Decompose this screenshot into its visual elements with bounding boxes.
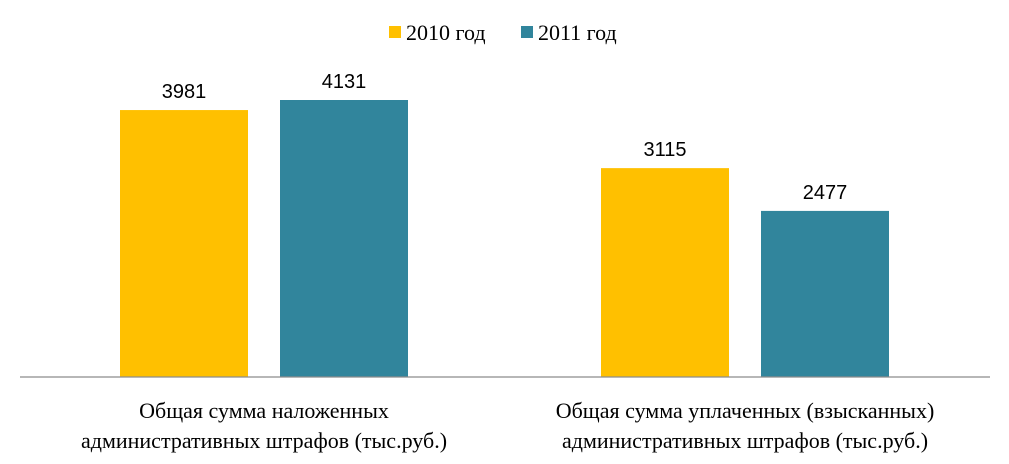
bar-2-2 [761,210,889,377]
legend-label: 2011 год [538,20,617,45]
category-labels: Общая сумма наложенных административных ш… [81,398,934,453]
legend-label: 2010 год [406,20,486,45]
data-label: 3981 [162,81,207,103]
category-label: Общая сумма наложенных [139,398,389,423]
data-label: 2477 [803,182,848,204]
legend-swatch [521,26,533,38]
data-label: 3115 [643,139,686,161]
category-label: административных штрафов (тыс.руб.) [562,428,928,453]
legend-swatch [389,26,401,38]
bar-2-1 [280,100,408,377]
bar-1-1 [120,110,248,377]
data-labels: 3981 3115 4131 2477 [162,71,848,204]
legend: 2010 год 2011 год [389,20,617,45]
data-label: 4131 [322,71,367,93]
category-label: административных штрафов (тыс.руб.) [81,428,447,453]
bar-1-2 [601,168,729,377]
bars [120,100,889,377]
category-label: Общая сумма уплаченных (взысканных) [556,398,935,423]
